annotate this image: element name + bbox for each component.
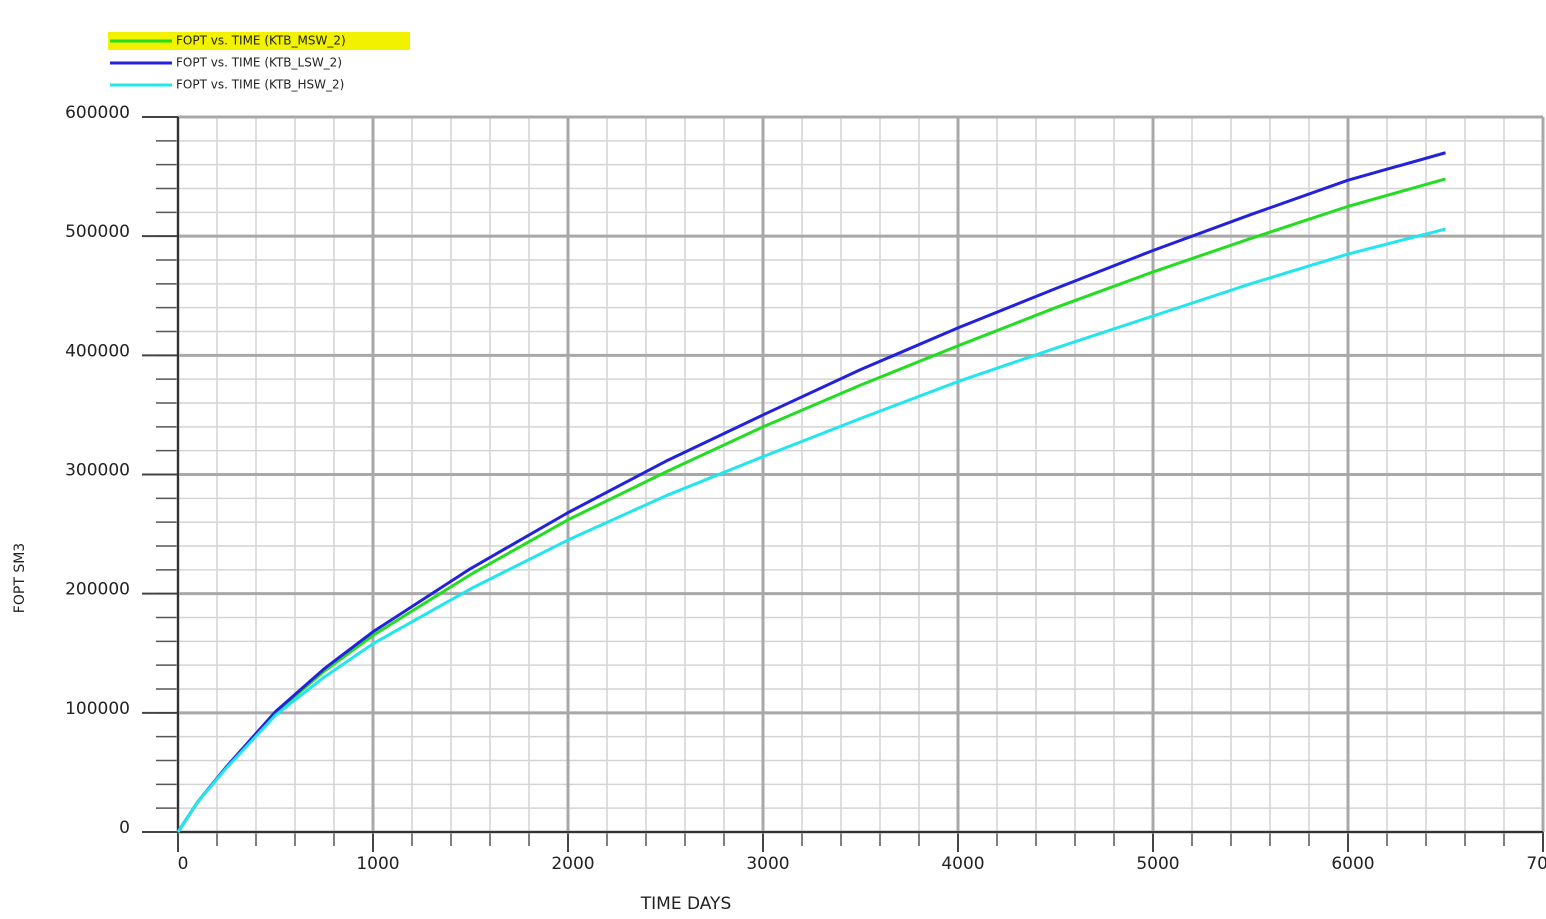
x-tick-label: 2000	[551, 854, 594, 874]
x-tick-label: 4000	[941, 854, 984, 874]
x-tick-label: 5000	[1136, 854, 1179, 874]
legend-label: FOPT vs. TIME (KTB_HSW_2)	[176, 78, 344, 92]
y-axis-label: FOPT SM3	[12, 543, 28, 613]
x-axis-label: TIME DAYS	[640, 894, 732, 914]
x-tick-label: 6000	[1331, 854, 1374, 874]
x-tick-label: 1000	[356, 854, 399, 874]
y-tick-label: 400000	[65, 341, 130, 361]
x-tick-label: 7000	[1526, 854, 1546, 874]
y-tick-label: 200000	[65, 580, 130, 600]
y-tick-label: 300000	[65, 461, 130, 481]
y-tick-label: 600000	[65, 103, 130, 123]
x-tick-label: 3000	[746, 854, 789, 874]
legend-highlight	[108, 32, 410, 50]
series-line	[176, 227, 1446, 833]
legend-label: FOPT vs. TIME (KTB_MSW_2)	[176, 34, 346, 48]
y-tick-label: 100000	[65, 699, 130, 719]
y-tick-label: 500000	[65, 222, 130, 242]
x-tick-label: 0	[178, 854, 189, 874]
series-line	[176, 177, 1446, 833]
legend-label: FOPT vs. TIME (KTB_LSW_2)	[176, 56, 342, 70]
y-tick-label: 0	[119, 818, 130, 838]
series-line	[176, 151, 1446, 833]
